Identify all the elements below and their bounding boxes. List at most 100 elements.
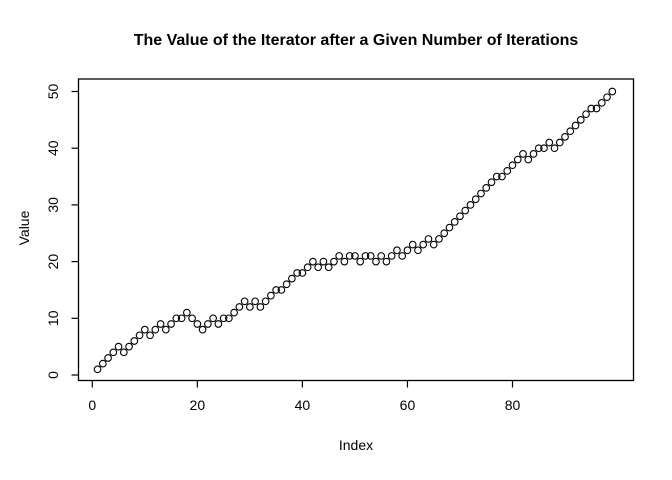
data-point xyxy=(545,138,554,147)
data-point xyxy=(435,235,443,243)
data-point xyxy=(314,263,323,272)
data-point xyxy=(597,98,606,107)
data-point xyxy=(482,184,491,192)
data-point xyxy=(272,286,280,294)
data-point xyxy=(519,150,527,158)
data-point xyxy=(456,212,464,221)
data-point xyxy=(330,257,338,266)
x-tick-label: 20 xyxy=(190,397,206,413)
data-point xyxy=(382,257,391,266)
data-point xyxy=(267,291,275,300)
data-point xyxy=(345,252,354,260)
data-point xyxy=(119,348,128,357)
data-point xyxy=(140,325,149,334)
data-point xyxy=(303,263,312,272)
data-point xyxy=(309,257,317,266)
data-point xyxy=(219,314,228,323)
data-point xyxy=(235,303,244,311)
data-point xyxy=(387,252,396,260)
data-point xyxy=(408,240,417,249)
data-points xyxy=(93,87,617,374)
data-point xyxy=(114,342,123,351)
x-tick-label: 40 xyxy=(295,397,311,413)
data-point xyxy=(319,257,328,266)
y-tick-label: 10 xyxy=(45,310,61,326)
data-point xyxy=(261,297,270,306)
data-point xyxy=(587,104,596,113)
data-point xyxy=(461,206,470,215)
data-point xyxy=(419,240,428,249)
data-point xyxy=(524,155,533,164)
data-point xyxy=(571,121,580,130)
data-point xyxy=(440,229,449,238)
data-point xyxy=(576,115,585,124)
data-point xyxy=(592,104,601,113)
data-point xyxy=(182,308,191,317)
data-point xyxy=(93,365,102,374)
data-point xyxy=(351,252,359,260)
data-point xyxy=(608,87,617,96)
x-tick-label: 0 xyxy=(88,397,96,413)
data-point xyxy=(513,155,522,164)
data-point xyxy=(109,348,118,357)
data-point xyxy=(167,320,175,328)
data-point xyxy=(503,167,512,175)
data-point xyxy=(429,240,438,249)
data-point xyxy=(246,303,254,311)
chart-title: The Value of the Iterator after a Given … xyxy=(134,32,579,49)
data-point xyxy=(188,314,196,323)
x-tick-label: 80 xyxy=(505,397,521,413)
data-point xyxy=(492,172,501,181)
data-point xyxy=(471,195,480,204)
data-point xyxy=(277,286,286,294)
y-axis-label: Value xyxy=(16,210,32,245)
data-point xyxy=(177,314,186,323)
data-point xyxy=(193,320,202,328)
data-point xyxy=(487,178,496,187)
data-point xyxy=(288,274,296,283)
data-point xyxy=(298,269,307,277)
y-tick-label: 30 xyxy=(45,197,61,213)
data-point xyxy=(603,93,611,102)
data-point xyxy=(214,320,223,328)
x-axis-label: Index xyxy=(339,437,373,453)
data-point xyxy=(377,252,386,260)
data-point xyxy=(398,252,407,260)
data-point xyxy=(540,144,548,153)
data-point xyxy=(98,359,107,368)
data-point xyxy=(135,331,144,340)
data-point xyxy=(204,320,212,328)
data-point xyxy=(498,172,506,181)
data-point xyxy=(293,269,302,277)
data-point xyxy=(198,325,207,334)
data-point xyxy=(324,263,333,272)
data-point xyxy=(209,314,217,323)
plot-box xyxy=(77,78,635,382)
data-point xyxy=(130,337,139,345)
data-point xyxy=(282,280,291,289)
y-tick-label: 20 xyxy=(45,254,61,270)
data-point xyxy=(550,144,559,153)
data-point xyxy=(240,297,249,306)
data-point xyxy=(450,218,459,226)
data-point xyxy=(230,308,238,317)
data-point xyxy=(414,246,422,255)
data-point xyxy=(477,189,485,198)
data-point xyxy=(529,150,538,158)
data-point xyxy=(125,342,133,351)
data-point xyxy=(424,235,433,243)
data-point xyxy=(366,252,375,260)
data-point xyxy=(393,246,401,255)
data-point xyxy=(356,257,365,266)
data-point xyxy=(256,303,265,311)
data-point xyxy=(251,297,259,306)
data-point xyxy=(172,314,181,323)
axis-ticks: 0 20 40 60 80 0 10 20 30 40 50 xyxy=(45,84,520,413)
data-point xyxy=(156,320,165,328)
data-point xyxy=(561,133,569,141)
data-point xyxy=(361,252,370,260)
data-point xyxy=(104,354,112,362)
data-point xyxy=(372,257,380,266)
